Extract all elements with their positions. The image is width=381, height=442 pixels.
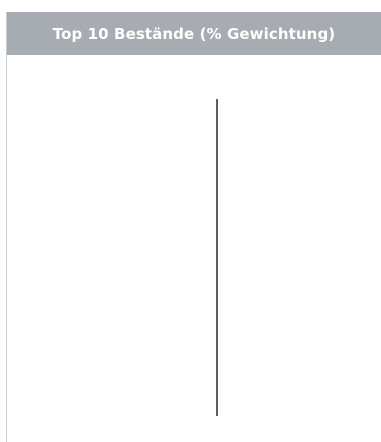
chart-zero-axis xyxy=(216,99,218,416)
widget-title: Top 10 Bestände (% Gewichtung) xyxy=(52,24,336,43)
chart-area xyxy=(7,55,381,442)
top-holdings-widget: Top 10 Bestände (% Gewichtung) xyxy=(6,12,381,442)
widget-header: Top 10 Bestände (% Gewichtung) xyxy=(7,12,381,55)
